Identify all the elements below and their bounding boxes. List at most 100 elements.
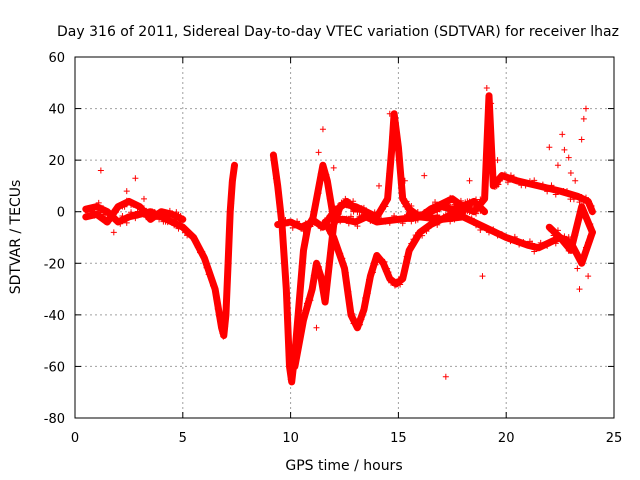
data-point — [332, 218, 339, 225]
data-point — [481, 224, 488, 231]
data-point — [397, 165, 404, 172]
data-point — [345, 288, 352, 295]
data-point — [313, 198, 320, 205]
data-point — [522, 182, 529, 189]
data-point — [229, 177, 236, 184]
data-point — [455, 213, 462, 220]
data-point — [279, 231, 286, 238]
data-point — [125, 213, 132, 220]
data-point — [213, 296, 220, 303]
data-point — [276, 199, 283, 206]
data-series — [82, 84, 596, 386]
data-point — [223, 294, 230, 301]
data-point — [544, 242, 551, 249]
data-point — [217, 317, 224, 324]
data-point — [516, 241, 523, 248]
data-point — [291, 363, 298, 370]
data-point — [169, 211, 176, 218]
data-point — [382, 203, 389, 210]
data-point — [330, 221, 337, 228]
outlier-point — [132, 175, 139, 182]
data-point — [511, 233, 518, 240]
data-point — [371, 213, 378, 220]
data-point — [510, 174, 517, 181]
data-point — [477, 226, 484, 233]
data-point — [320, 164, 327, 171]
data-point — [303, 300, 310, 307]
data-point — [388, 159, 395, 166]
data-point — [324, 274, 331, 281]
data-point — [194, 244, 201, 251]
data-point — [561, 234, 568, 241]
data-point — [147, 216, 154, 223]
data-point — [282, 271, 289, 278]
data-point — [391, 212, 398, 219]
outlier-point — [546, 144, 553, 151]
data-point — [311, 207, 318, 214]
data-point — [587, 220, 594, 227]
data-point — [145, 212, 152, 219]
data-point — [468, 203, 475, 210]
data-point — [342, 269, 349, 276]
data-point — [495, 181, 502, 188]
data-point — [121, 203, 128, 210]
series-band — [274, 161, 596, 267]
data-point — [369, 217, 376, 224]
data-point — [387, 165, 394, 172]
data-point — [228, 195, 235, 202]
data-point — [285, 352, 292, 359]
data-point — [398, 185, 405, 192]
data-point — [391, 114, 398, 121]
data-point — [227, 208, 234, 215]
data-point — [429, 202, 436, 209]
data-point — [327, 249, 334, 256]
data-point — [223, 306, 230, 313]
data-point — [489, 161, 496, 168]
x-tick-label: 5 — [179, 431, 187, 446]
data-point — [277, 218, 284, 225]
data-point — [460, 203, 467, 210]
data-point — [222, 319, 229, 326]
data-point — [301, 242, 308, 249]
data-point — [578, 194, 585, 201]
data-point — [385, 184, 392, 191]
data-point — [329, 204, 336, 211]
data-point — [177, 212, 184, 219]
data-point — [582, 194, 589, 201]
data-point — [360, 204, 367, 211]
data-point — [82, 213, 89, 220]
data-point — [498, 172, 505, 179]
data-point — [363, 292, 370, 299]
data-point — [288, 378, 295, 385]
data-point — [498, 231, 505, 238]
data-point — [365, 210, 372, 217]
y-tick-label: 20 — [48, 154, 65, 169]
data-point — [369, 269, 376, 276]
data-point — [112, 209, 119, 216]
data-point — [128, 209, 135, 216]
data-point — [219, 322, 226, 329]
data-point — [392, 120, 399, 127]
data-point — [529, 240, 536, 247]
data-point — [93, 203, 100, 210]
data-point — [319, 280, 326, 287]
data-point — [438, 216, 445, 223]
data-point — [323, 286, 330, 293]
data-point — [372, 261, 379, 268]
data-point — [287, 219, 294, 226]
data-point — [546, 224, 553, 231]
data-point — [203, 264, 210, 271]
data-point — [104, 219, 111, 226]
data-point — [380, 260, 387, 267]
data-point — [298, 326, 305, 333]
data-point — [414, 234, 421, 241]
data-point — [358, 316, 365, 323]
data-point — [357, 321, 364, 328]
data-point — [408, 218, 415, 225]
data-point — [337, 250, 344, 257]
data-point — [399, 195, 406, 202]
data-point — [485, 92, 492, 99]
series-band — [82, 161, 238, 339]
data-point — [117, 220, 124, 227]
data-point — [526, 178, 533, 185]
